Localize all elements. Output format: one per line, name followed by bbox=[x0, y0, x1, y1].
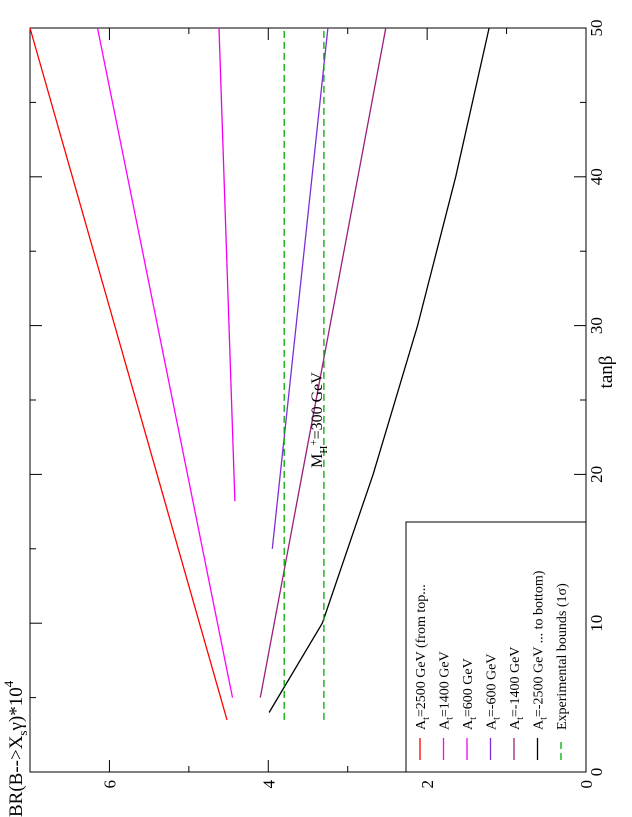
chart-title: MH+=300 GeV bbox=[308, 372, 330, 468]
legend-label: At=-2500 GeV ... to bottom) bbox=[532, 570, 550, 730]
legend-box bbox=[405, 521, 587, 773]
axis-tick-labels: 0 10 20 30 40 50 0 2 4 6 bbox=[100, 20, 606, 789]
series-line-3 bbox=[218, 27, 236, 502]
legend: At=2500 GeV (from top... At=1400 GeV At=60… bbox=[405, 521, 587, 773]
y-tick-label: 0 bbox=[577, 780, 596, 789]
legend-label: At=2500 GeV (from top... bbox=[414, 584, 432, 730]
series-line-1 bbox=[29, 27, 228, 721]
legend-label: At=-600 GeV bbox=[485, 654, 503, 730]
series-line-4 bbox=[271, 27, 329, 549]
x-tick-label: 50 bbox=[587, 20, 606, 37]
x-tick-label: 20 bbox=[587, 466, 606, 483]
y-tick-label: 2 bbox=[418, 780, 437, 789]
series-line-2 bbox=[96, 27, 234, 698]
axis-ticks bbox=[29, 27, 587, 773]
legend-label: At=600 GeV bbox=[461, 658, 479, 730]
legend-label: At=1400 GeV bbox=[438, 651, 456, 730]
x-tick-label: 40 bbox=[587, 168, 606, 185]
series-line-6 bbox=[268, 27, 490, 713]
y-tick-label: 4 bbox=[259, 780, 278, 789]
series-line-5 bbox=[259, 27, 387, 698]
y-axis-title: BR(B-->Xsγ)*104 bbox=[1, 680, 30, 817]
x-tick-label: 30 bbox=[587, 317, 606, 334]
y-tick-label: 6 bbox=[100, 780, 119, 789]
legend-label: At=-1400 GeV bbox=[508, 647, 526, 730]
x-axis-title: tanβ bbox=[596, 356, 617, 389]
x-tick-label: 0 bbox=[587, 768, 606, 777]
x-tick-label: 10 bbox=[587, 615, 606, 632]
series-layer bbox=[29, 27, 490, 721]
legend-label: Experimental bounds (1σ) bbox=[555, 583, 570, 730]
